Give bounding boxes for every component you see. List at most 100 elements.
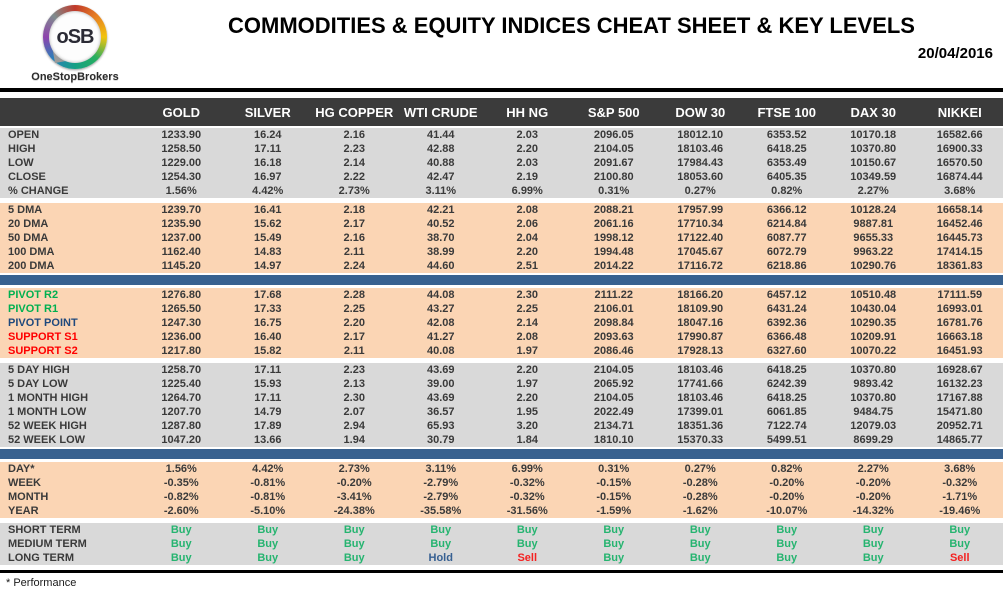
cell: 1998.12 bbox=[570, 231, 657, 245]
cell: -35.58% bbox=[397, 504, 484, 518]
cell: Buy bbox=[830, 537, 917, 551]
cell: 6457.12 bbox=[743, 288, 830, 302]
cell: 14865.77 bbox=[916, 433, 1003, 447]
cell: 2.73% bbox=[311, 184, 398, 198]
cell: 0.27% bbox=[657, 462, 744, 476]
cell: 14.97 bbox=[224, 259, 311, 273]
cell: 1.95 bbox=[484, 405, 571, 419]
cell: 16928.67 bbox=[916, 363, 1003, 377]
cell: -5.10% bbox=[224, 504, 311, 518]
section-gap bbox=[0, 447, 1003, 449]
cell: Buy bbox=[916, 523, 1003, 537]
cell: 8699.29 bbox=[830, 433, 917, 447]
table-row: CLOSE 1254.30 16.97 2.22 42.47 2.19 2100.80 180… bbox=[0, 170, 1003, 184]
cell: 2.19 bbox=[484, 170, 571, 184]
cell: 10430.04 bbox=[830, 302, 917, 316]
cell: -3.41% bbox=[311, 490, 398, 504]
cell: 17122.40 bbox=[657, 231, 744, 245]
cell: 2.06 bbox=[484, 217, 571, 231]
osb-logo: oSB OneStopBrokers bbox=[0, 3, 150, 83]
cell: 2022.49 bbox=[570, 405, 657, 419]
table-row: 5 DMA 1239.70 16.41 2.18 42.21 2.08 2088.21 179… bbox=[0, 203, 1003, 217]
cell: 18012.10 bbox=[657, 128, 744, 142]
cell: 1207.70 bbox=[138, 405, 225, 419]
cell: Buy bbox=[224, 537, 311, 551]
cell: 18053.60 bbox=[657, 170, 744, 184]
cell: 18047.16 bbox=[657, 316, 744, 330]
cell: 17399.01 bbox=[657, 405, 744, 419]
table-row: 100 DMA 1162.40 14.83 2.11 38.99 2.20 1994.48 1… bbox=[0, 245, 1003, 259]
row-label: MONTH bbox=[0, 490, 138, 504]
row-label: CLOSE bbox=[0, 170, 138, 184]
cell: 1258.50 bbox=[138, 142, 225, 156]
table-row: % CHANGE 1.56% 4.42% 2.73% 3.11% 6.99% 0.31% 0.… bbox=[0, 184, 1003, 198]
cell: Buy bbox=[570, 551, 657, 565]
cell: 1.94 bbox=[311, 433, 398, 447]
cell: Buy bbox=[311, 537, 398, 551]
cell: Buy bbox=[138, 537, 225, 551]
cell: 18103.46 bbox=[657, 142, 744, 156]
cell: 16874.44 bbox=[916, 170, 1003, 184]
column-header: HG COPPER bbox=[311, 98, 398, 126]
section-gap bbox=[0, 518, 1003, 523]
cell: 1254.30 bbox=[138, 170, 225, 184]
logo-monogram: oSB bbox=[56, 25, 95, 48]
column-header: FTSE 100 bbox=[743, 98, 830, 126]
row-label: 20 DMA bbox=[0, 217, 138, 231]
cell: 42.08 bbox=[397, 316, 484, 330]
cell: 17045.67 bbox=[657, 245, 744, 259]
cell: 6.99% bbox=[484, 184, 571, 198]
cell: 10150.67 bbox=[830, 156, 917, 170]
corner-cell bbox=[0, 98, 138, 126]
cell: Buy bbox=[830, 523, 917, 537]
cell: 1235.90 bbox=[138, 217, 225, 231]
row-label: 50 DMA bbox=[0, 231, 138, 245]
cell: 2.25 bbox=[484, 302, 571, 316]
table-row: 52 WEEK HIGH 1287.80 17.89 2.94 65.93 3.20 213… bbox=[0, 419, 1003, 433]
cell: 15.49 bbox=[224, 231, 311, 245]
cell: 17.68 bbox=[224, 288, 311, 302]
cell: 16658.14 bbox=[916, 203, 1003, 217]
cell: 2.08 bbox=[484, 330, 571, 344]
cell: 2134.71 bbox=[570, 419, 657, 433]
row-label: 52 WEEK HIGH bbox=[0, 419, 138, 433]
cell: 6366.12 bbox=[743, 203, 830, 217]
cell: 3.68% bbox=[916, 462, 1003, 476]
cell: Buy bbox=[311, 523, 398, 537]
cell: 1145.20 bbox=[138, 259, 225, 273]
cell: Buy bbox=[570, 537, 657, 551]
section-gap bbox=[0, 198, 1003, 203]
cell: -0.35% bbox=[138, 476, 225, 490]
cell: 1229.00 bbox=[138, 156, 225, 170]
cell: 2.03 bbox=[484, 156, 571, 170]
cell: 14.79 bbox=[224, 405, 311, 419]
blue-divider-bar bbox=[0, 275, 1003, 285]
cell: 2098.84 bbox=[570, 316, 657, 330]
cell: 17.11 bbox=[224, 391, 311, 405]
cell: Buy bbox=[657, 551, 744, 565]
cell: 10290.35 bbox=[830, 316, 917, 330]
cell: 0.31% bbox=[570, 184, 657, 198]
cell: -1.71% bbox=[916, 490, 1003, 504]
cell: -0.20% bbox=[743, 476, 830, 490]
cell: 6392.36 bbox=[743, 316, 830, 330]
cheat-sheet-table: GOLD SILVER HG COPPER WTI CRUDE HH NG S&P 500… bbox=[0, 98, 1003, 565]
cell: 6405.35 bbox=[743, 170, 830, 184]
cell: -19.46% bbox=[916, 504, 1003, 518]
cell: 44.08 bbox=[397, 288, 484, 302]
cell: 2.08 bbox=[484, 203, 571, 217]
cell: 2.07 bbox=[311, 405, 398, 419]
cell: 16.75 bbox=[224, 316, 311, 330]
cell: Buy bbox=[830, 551, 917, 565]
row-label: 100 DMA bbox=[0, 245, 138, 259]
blue-divider-bar bbox=[0, 449, 1003, 459]
cell: 41.44 bbox=[397, 128, 484, 142]
cell: 15370.33 bbox=[657, 433, 744, 447]
cell: 1287.80 bbox=[138, 419, 225, 433]
cell: 44.60 bbox=[397, 259, 484, 273]
cell: 3.20 bbox=[484, 419, 571, 433]
cell: 16.40 bbox=[224, 330, 311, 344]
cell: 9963.22 bbox=[830, 245, 917, 259]
cell: -31.56% bbox=[484, 504, 571, 518]
cell: 2111.22 bbox=[570, 288, 657, 302]
